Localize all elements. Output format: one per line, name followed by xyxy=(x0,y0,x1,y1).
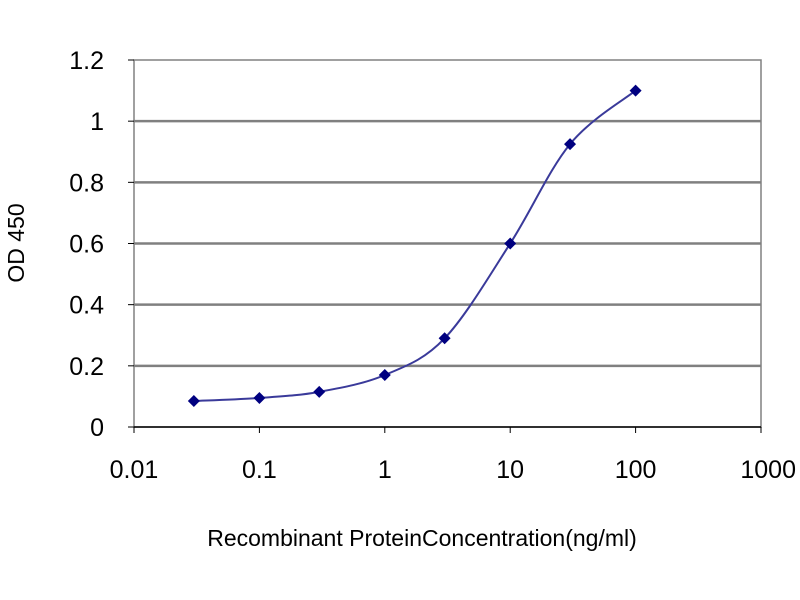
data-point-marker xyxy=(187,395,200,408)
x-tick-label: 0.1 xyxy=(242,456,277,484)
data-point-marker xyxy=(378,369,391,382)
x-axis-title: Recombinant ProteinConcentration(ng/ml) xyxy=(207,525,637,551)
series-layer xyxy=(187,84,642,408)
y-tick-label: 1 xyxy=(90,108,104,136)
y-tick-label: 1.2 xyxy=(69,47,104,75)
x-tick-label: 10 xyxy=(496,456,524,484)
y-tick-label: 0.8 xyxy=(69,169,104,197)
x-tick-label: 1 xyxy=(378,456,392,484)
series-line xyxy=(193,89,637,403)
y-axis-title: OD 450 xyxy=(3,203,29,282)
y-tick-label: 0 xyxy=(90,414,104,442)
x-tick-label: 0.01 xyxy=(110,456,159,484)
y-tick-label: 0.4 xyxy=(69,292,104,320)
data-point-marker xyxy=(313,385,326,398)
data-point-marker xyxy=(629,84,642,97)
data-point-marker xyxy=(253,391,266,404)
data-point-marker xyxy=(504,237,517,250)
y-tick-label: 0.6 xyxy=(69,231,104,259)
x-tick-label: 1000 xyxy=(740,456,796,484)
gridlines xyxy=(134,119,761,368)
y-axis-ticks: 0 0.2 0.4 0.6 0.8 1 1.2 xyxy=(69,47,134,442)
x-axis-ticks: 0.01 0.1 1 10 100 1000 xyxy=(110,426,796,484)
data-point-marker xyxy=(438,332,451,345)
y-tick-label: 0.2 xyxy=(69,353,104,381)
x-tick-label: 100 xyxy=(615,456,657,484)
data-point-marker xyxy=(564,138,577,151)
